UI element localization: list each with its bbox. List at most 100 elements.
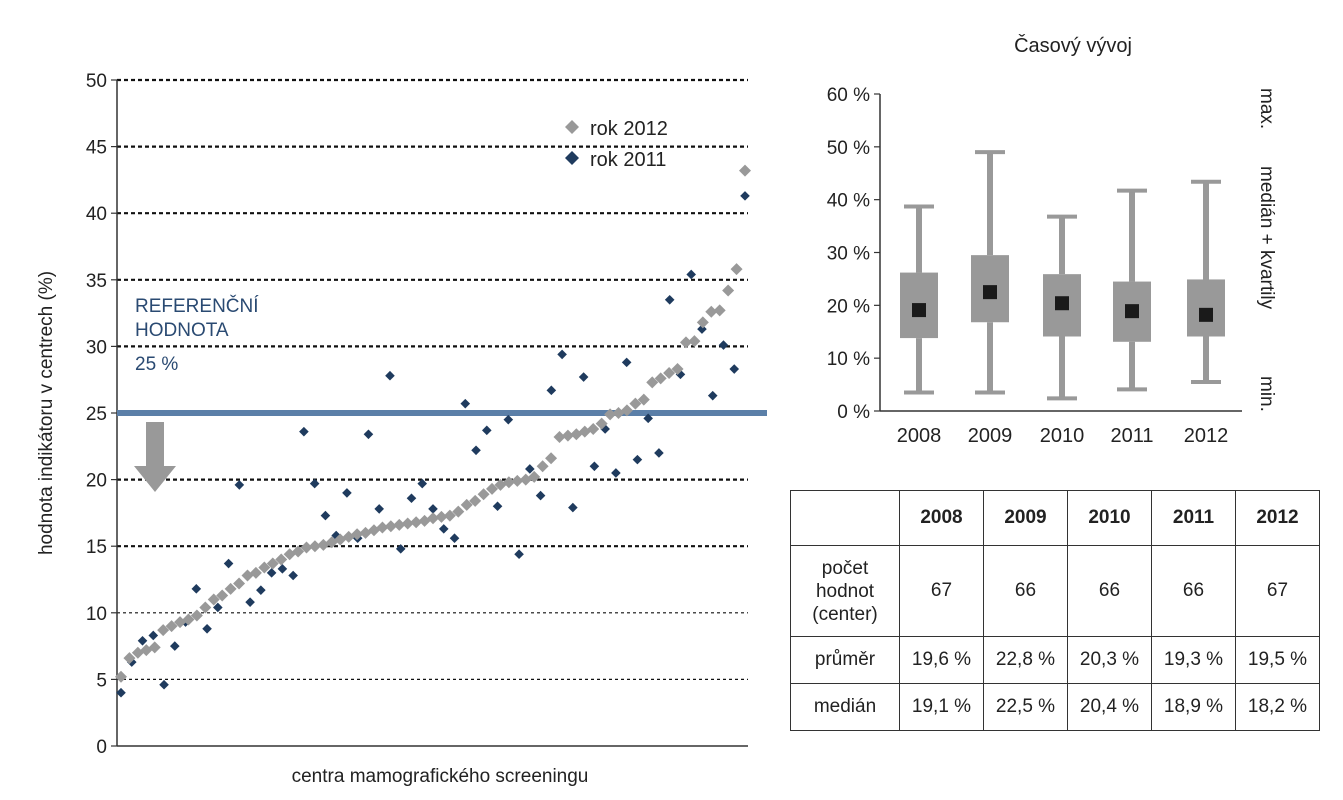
scatter-x-axis-label: centra mamografického screeningu — [292, 766, 589, 787]
point-2012 — [308, 540, 321, 553]
boxplot-y-ticks: 0 % 10 % 20 % 30 % 40 % 50 % 60 % — [827, 85, 880, 423]
table-header-cell — [790, 490, 900, 546]
point-2012 — [486, 482, 499, 495]
scatter-chart: 0 5 10 15 20 25 30 35 40 45 50 REFERENČNÍ HODNOTA … — [36, 71, 767, 787]
y-tick-label: 20 % — [827, 296, 870, 317]
box-median-marker — [912, 303, 926, 318]
point-2012 — [477, 488, 490, 501]
point-2012 — [705, 305, 718, 318]
table-row: průměr 19,6 % 22,8 % 20,3 % 19,3 % 19,5 … — [790, 636, 1320, 684]
point-2011 — [395, 544, 406, 554]
y-tick-label: 60 % — [827, 85, 870, 106]
point-2012 — [123, 652, 136, 665]
point-2011 — [438, 524, 449, 534]
table-cell: 66 — [983, 545, 1068, 637]
y-tick-label: 0 % — [837, 402, 870, 423]
reference-label-line2: HODNOTA — [135, 320, 229, 341]
table-header-cell: 2010 — [1067, 490, 1152, 546]
point-2011 — [428, 504, 438, 514]
y-tick-label: 30 % — [827, 244, 870, 265]
scatter-y-tick-labels: 0 5 10 15 20 25 30 35 40 45 50 — [86, 71, 117, 758]
point-2012 — [275, 553, 288, 566]
boxplot-title: Časový vývoj — [1014, 34, 1132, 57]
point-2012 — [300, 541, 313, 554]
point-2012 — [376, 521, 389, 534]
point-2011 — [309, 478, 320, 489]
point-2011 — [374, 504, 385, 514]
point-2012 — [182, 613, 195, 626]
point-2011 — [611, 468, 621, 478]
boxplot-boxes — [900, 150, 1225, 401]
point-2012 — [224, 582, 237, 595]
point-2012 — [443, 509, 456, 522]
point-2012 — [258, 561, 271, 574]
point-2012 — [401, 517, 414, 530]
point-2011 — [234, 480, 245, 490]
table-cell: 22,8 % — [983, 636, 1068, 684]
point-2012 — [663, 367, 676, 380]
point-2011 — [535, 490, 546, 501]
point-2012 — [216, 589, 229, 602]
y-tick-label: 0 — [96, 737, 107, 758]
point-2012 — [595, 417, 608, 430]
y-tick-label: 40 % — [827, 191, 870, 212]
point-2011 — [707, 390, 718, 401]
point-2012 — [199, 601, 212, 614]
table-header-cell: 2009 — [983, 490, 1068, 546]
point-2011 — [557, 349, 567, 360]
reference-label-value: 25 % — [135, 354, 178, 375]
point-2012 — [646, 376, 659, 389]
table-row-label: počet hodnot (center) — [790, 545, 900, 637]
table-row: medián 19,1 % 22,5 % 20,4 % 18,9 % 18,2 … — [790, 683, 1320, 731]
x-tick-label: 2009 — [968, 425, 1013, 447]
point-2011 — [675, 369, 686, 380]
x-tick-label: 2010 — [1040, 425, 1085, 447]
y-tick-label: 30 — [86, 337, 107, 358]
point-2012 — [696, 316, 709, 329]
legend-marker-2012 — [565, 120, 579, 134]
point-2011 — [514, 549, 524, 559]
point-2012 — [545, 452, 558, 465]
point-2011 — [654, 448, 664, 458]
point-2012 — [629, 397, 642, 410]
point-2012 — [233, 577, 246, 590]
y-tick-label: 50 % — [827, 138, 870, 159]
boxplot-right-label-max: max. — [1256, 88, 1277, 129]
y-tick-label: 5 — [96, 670, 107, 691]
point-2011 — [664, 294, 675, 305]
point-2012 — [157, 624, 170, 637]
table-cell: 19,6 % — [899, 636, 984, 684]
boxplot-chart: Časový vývoj 0 % 10 % 20 % 30 % 40 % 50 % 60 %… — [827, 34, 1277, 447]
point-2012 — [561, 429, 574, 442]
point-2011 — [417, 478, 428, 489]
point-2011 — [686, 269, 697, 280]
point-2011 — [643, 413, 653, 424]
point-2011 — [740, 191, 750, 201]
table-cell: 20,4 % — [1067, 683, 1152, 731]
point-2011 — [600, 424, 610, 434]
point-2011 — [578, 372, 589, 382]
x-tick-label: 2011 — [1110, 425, 1153, 447]
boxplot-x-tick-labels: 2008 2009 2010 2011 2012 — [897, 425, 1229, 447]
point-2011 — [159, 679, 169, 690]
y-tick-label: 50 — [86, 71, 107, 92]
table-row: počet hodnot (center) 67 66 66 66 67 — [790, 545, 1320, 637]
table-header-cell: 2011 — [1151, 490, 1236, 546]
table-cell: 66 — [1067, 545, 1152, 637]
point-2011 — [492, 501, 503, 512]
point-2012 — [469, 494, 482, 507]
point-2011 — [223, 558, 234, 569]
point-2011 — [568, 502, 578, 513]
point-2012 — [384, 520, 397, 533]
table-cell: 66 — [1151, 545, 1236, 637]
y-tick-label: 20 — [86, 471, 107, 492]
point-2011 — [481, 425, 492, 436]
point-2011 — [589, 461, 600, 472]
point-2012 — [292, 545, 305, 558]
point-2012 — [688, 335, 701, 348]
scatter-points — [115, 164, 751, 698]
legend-marker-2011 — [565, 151, 579, 165]
table-cell: 19,1 % — [899, 683, 984, 731]
point-2011 — [449, 533, 460, 544]
point-2012 — [427, 512, 439, 525]
